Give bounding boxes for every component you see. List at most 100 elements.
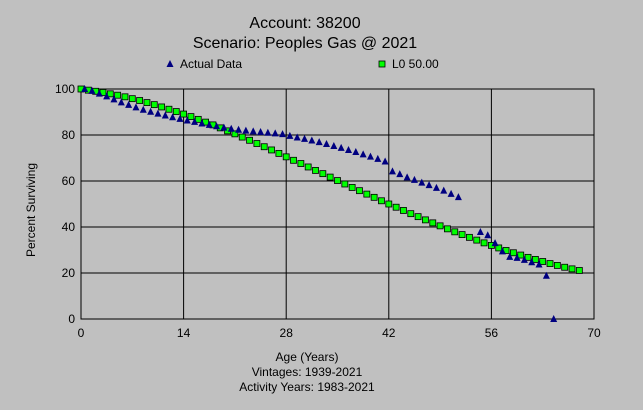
curve-point: [246, 136, 253, 144]
chart-subtitle: Scenario: Peoples Gas @ 2021: [193, 35, 417, 52]
curve-point: [290, 156, 297, 164]
curve-point: [319, 170, 327, 178]
curve-point: [561, 263, 569, 271]
footer-vintages: Vintages: 1939-2021: [252, 365, 363, 379]
curve-point: [172, 108, 180, 115]
curve-point: [341, 180, 349, 188]
chart-title: Account: 38200: [249, 15, 360, 32]
actual-point: [491, 239, 499, 247]
curve-point: [260, 143, 268, 151]
actual-point: [352, 148, 360, 156]
x-tick-label: 70: [587, 326, 601, 340]
curve-point: [466, 233, 473, 241]
curve-point: [128, 95, 136, 103]
actual-point: [88, 86, 96, 94]
y-tick-label: 60: [62, 174, 76, 188]
x-tick-label: 0: [78, 326, 85, 340]
curve-point: [121, 93, 129, 101]
actual-point: [81, 85, 89, 92]
actual-point: [110, 95, 118, 103]
curve-point: [546, 260, 554, 267]
actual-point: [198, 119, 206, 127]
y-tick-label: 100: [55, 82, 75, 96]
curve-point: [539, 258, 547, 265]
actual-point: [103, 92, 111, 100]
curve-point: [304, 163, 312, 171]
curve-point: [150, 101, 158, 109]
actual-point: [410, 175, 418, 183]
curve-point: [517, 251, 525, 259]
actual-point: [535, 260, 543, 268]
actual-point: [308, 136, 316, 144]
actual-point: [425, 181, 433, 189]
actual-point: [249, 127, 257, 135]
curve-point: [400, 207, 407, 214]
legend-curve-marker: [378, 60, 386, 68]
y-tick-label: 0: [68, 312, 75, 326]
x-axis-label: Age (Years): [276, 350, 339, 364]
curve-point: [363, 190, 371, 198]
actual-point: [220, 123, 228, 131]
curve-point: [473, 236, 481, 244]
actual-point: [169, 113, 177, 121]
curve-point: [407, 210, 415, 218]
legend-curve-label: L0 50.00: [392, 57, 439, 71]
actual-point: [454, 193, 462, 201]
actual-point: [176, 114, 184, 122]
actual-point: [301, 134, 309, 142]
curve-point: [158, 103, 166, 111]
actual-point: [476, 228, 484, 236]
actual-point: [271, 129, 279, 137]
actual-point: [264, 128, 272, 136]
actual-point: [205, 120, 213, 128]
actual-point: [366, 152, 374, 160]
curve-point: [275, 149, 283, 157]
curve-point: [165, 105, 173, 113]
curve-point: [509, 249, 517, 257]
curve-point: [238, 133, 246, 141]
actual-point: [286, 131, 294, 139]
actual-point: [484, 231, 492, 239]
actual-point: [440, 186, 448, 194]
curve-point: [436, 222, 444, 230]
curve-point: [356, 187, 363, 195]
y-axis-label: Percent Surviving: [24, 163, 38, 257]
actual-point: [381, 157, 389, 165]
curve-point: [458, 231, 466, 238]
grid: [81, 89, 594, 319]
actual-point: [161, 111, 169, 119]
curve-point: [326, 173, 334, 181]
curve-point: [136, 97, 144, 104]
actual-point: [337, 143, 345, 151]
actual-point: [528, 258, 536, 266]
x-tick-label: 42: [382, 326, 396, 340]
actual-point: [117, 98, 125, 106]
actual-point: [418, 178, 426, 186]
actual-point: [147, 107, 155, 115]
curve-point: [143, 99, 151, 106]
actual-point: [235, 125, 243, 133]
y-tick-label: 40: [62, 220, 76, 234]
curve-point: [348, 184, 356, 191]
actual-point: [125, 100, 133, 108]
x-tick-label: 14: [177, 326, 191, 340]
curve-point: [187, 113, 195, 120]
curve-point: [370, 193, 378, 201]
curve-point: [253, 140, 261, 147]
y-tick-label: 20: [62, 266, 76, 280]
curve-point: [385, 200, 393, 208]
curve-point: [451, 228, 459, 236]
curve-point: [429, 219, 437, 227]
curve-point: [378, 197, 385, 205]
curve-point: [297, 160, 305, 167]
curve-point: [575, 267, 583, 274]
actual-point: [542, 271, 550, 279]
actual-point: [257, 128, 265, 136]
series-marks: [77, 85, 583, 322]
legend: Actual Data L0 50.00: [166, 57, 439, 71]
actual-point: [432, 183, 440, 191]
x-tick-label: 56: [485, 326, 499, 340]
actual-point: [183, 116, 191, 124]
curve-point: [334, 177, 341, 184]
actual-point: [330, 142, 338, 150]
